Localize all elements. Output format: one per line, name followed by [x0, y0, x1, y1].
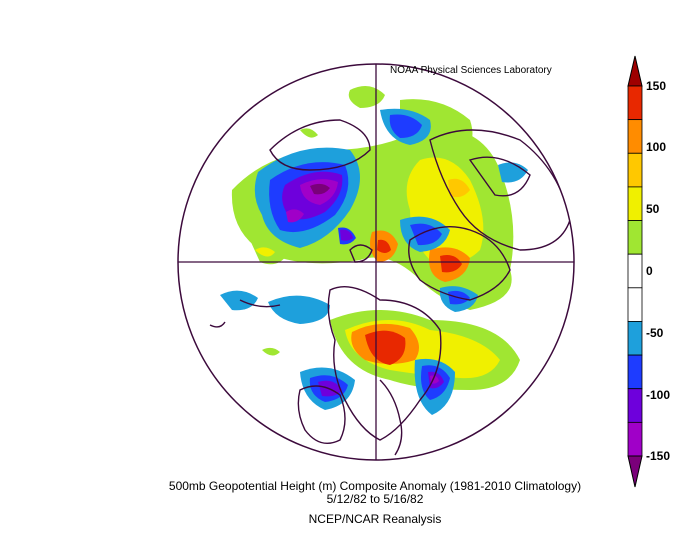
credit-label: NOAA Physical Sciences Laboratory	[390, 65, 552, 76]
colorbar-segment	[627, 253, 643, 289]
coastlines	[209, 119, 571, 456]
colorbar-bottom-arrow	[627, 455, 643, 488]
colorbar-label-50: 50	[646, 202, 660, 216]
colorbar-segment	[627, 321, 643, 356]
colorbar-segment	[627, 421, 643, 457]
colorbar	[627, 55, 643, 488]
colorbar-label-minus-150: -150	[646, 449, 671, 463]
colorbar-segment	[627, 85, 643, 121]
caption-source: NCEP/NCAR Reanalysis	[308, 512, 442, 526]
anomaly-field	[220, 86, 528, 415]
caption-dates: 5/12/82 to 5/16/82	[326, 492, 424, 506]
colorbar-segment	[627, 354, 643, 390]
colorbar-label-0: 0	[646, 264, 653, 278]
colorbar-label-100: 100	[646, 140, 667, 154]
colorbar-label-150: 150	[646, 79, 667, 93]
colorbar-segment	[627, 287, 643, 322]
colorbar-segment	[627, 152, 643, 188]
colorbar-segment	[627, 119, 643, 154]
colorbar-label-minus-100: -100	[646, 388, 671, 402]
caption-title: 500mb Geopotential Height (m) Composite …	[168, 479, 582, 493]
colorbar-label-minus-50: -50	[646, 326, 664, 340]
colorbar-segment	[627, 388, 643, 423]
colorbar-segment	[627, 186, 643, 221]
colorbar-top-arrow	[627, 55, 643, 87]
colorbar-segment	[627, 220, 643, 255]
